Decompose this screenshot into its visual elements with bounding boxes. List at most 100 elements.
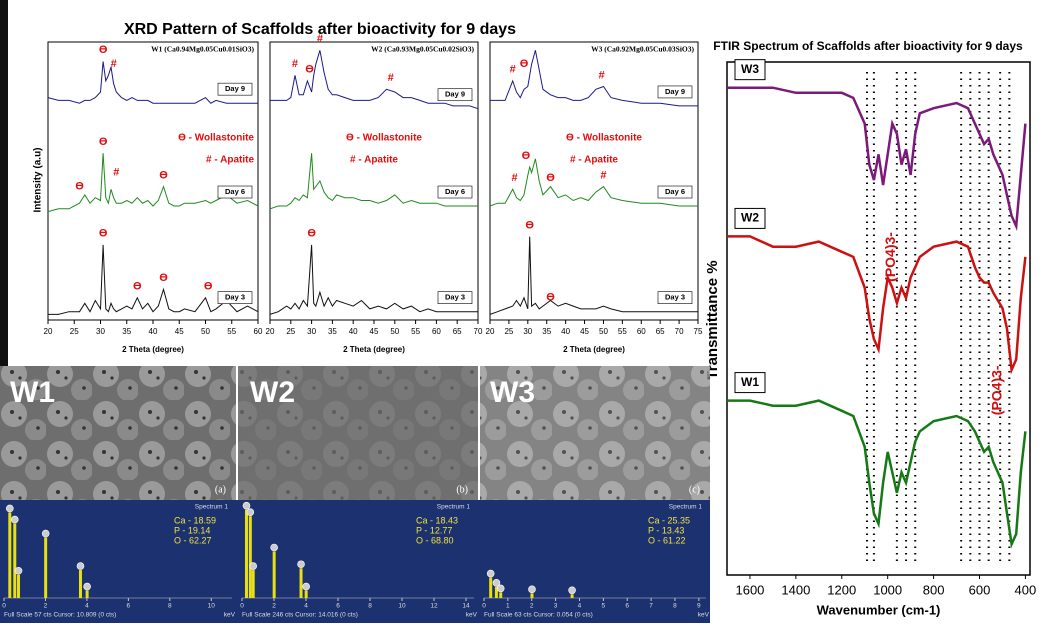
peak-marker [270,543,278,552]
x-tick-label: 55 [411,327,420,336]
x-tick-label: 70 [474,327,483,336]
composition: O - 61.22 [648,535,686,545]
ftir-title: FTIR Spectrum of Scaffolds after bioacti… [713,39,1023,53]
peak-marker: # [512,172,518,184]
spectrum-peak [499,592,503,598]
series-label: W3 [741,62,759,76]
x-tick-label: 3 [554,603,558,610]
peak-marker: # [113,167,119,179]
peak-marker: ϴ [307,228,316,240]
x-tick-label: 45 [580,327,589,336]
peak-marker: ϴ [99,228,108,240]
spectrum-label: Spectrum 1 [669,504,703,511]
spectrum-peak [78,570,82,598]
spectrum-peak [494,586,498,598]
spectrum-peak [13,523,17,598]
spectrum-peak [299,568,303,598]
x-tick-label: 2 [272,603,276,610]
series-line [727,399,1027,549]
series-line [269,153,478,210]
peak-marker: ϴ [99,44,108,56]
peak-marker: ϴ [75,180,84,192]
x-tick-label: 65 [656,327,665,336]
sem-image [0,366,236,500]
peak-marker [10,515,19,524]
x-tick-label: 0 [240,603,244,610]
series-label: Day 6 [225,187,245,196]
x-tick-label: 70 [675,327,684,336]
x-axis-label: 2 Theta (degree) [563,345,625,354]
x-tick-label: 4 [578,603,582,610]
peak-marker [76,562,85,570]
x-tick-label: 1600 [735,582,764,597]
x-tick-label: 30 [523,327,532,336]
peak-marker: ϴ [546,292,555,304]
composition: Ca - 18.43 [416,515,458,525]
x-tick-label: 2 [44,603,48,610]
x-tick-label: 45 [370,327,379,336]
panel-label: W1 (Ca0.94Mg0.05Cu0.01SiO3) [151,45,254,54]
peak-marker [41,529,50,538]
ftir-y-label: Transmittance % [704,260,721,379]
series-line [489,236,698,315]
series-line [270,50,479,110]
spectrum-peak [272,551,276,598]
peak-marker [249,562,257,570]
peak-marker: ϴ [159,169,168,181]
eds-footer: Full Scale 246 cts Cursor: 14.016 (0 cts… [242,612,358,619]
composition: P - 13.43 [648,525,684,535]
peak-marker [302,582,310,591]
peak-marker: ϴ [159,272,168,284]
x-tick-label: 1200 [827,582,856,597]
x-tick-label: 8 [168,603,172,610]
x-tick-label: 8 [673,603,677,610]
sem-image [480,366,710,500]
series-label: Day 3 [445,293,465,302]
x-axis-label: Wavenumber (cm-1) [817,602,941,617]
spectrum-peak [248,516,252,598]
x-tick-label: 800 [923,582,945,597]
eds-footer: Full Scale 57 cts Cursor: 10.809 (0 cts) [4,612,116,619]
x-unit: keV [466,612,478,619]
x-tick-label: 6 [336,603,340,610]
composition: P - 19.14 [174,525,210,535]
xrd-y-label: Intensity (a.u) [33,147,44,212]
x-tick-label: 1400 [781,582,810,597]
x-tick-label: 9 [697,603,701,610]
series-label: Day 6 [445,187,465,196]
x-axis-label: 2 Theta (degree) [122,345,184,354]
sem-caption: (c) [689,484,700,495]
x-tick-label: 40 [149,327,158,336]
series-line [269,244,478,315]
x-tick-label: 10 [398,603,406,610]
series-label-box [734,372,766,394]
peak-marker [297,560,305,569]
spectrum-peak [85,590,89,598]
series-label: Day 9 [225,84,245,93]
peak-marker [83,582,91,591]
spectrum-peak [44,537,48,598]
peak-marker: # [111,58,117,70]
x-tick-label: 20 [486,327,495,336]
peak-marker [486,569,495,578]
series-label: Day 9 [445,90,465,99]
xrd-title: XRD Pattern of Scaffolds after bioactivi… [124,21,516,38]
peak-marker: # [292,58,298,70]
x-tick-label: 60 [254,327,263,336]
x-tick-label: 12 [430,603,438,610]
series-line [727,235,1027,375]
eds-footer: Full Scale 63 cts Cursor: 0.054 (0 cts) [484,612,593,619]
series-label-box [657,291,693,304]
x-tick-label: 35 [542,327,551,336]
peak-marker: # [317,33,323,45]
plot-frame [726,61,1031,576]
legend-entry: ϴ - Wollastonite [178,133,254,144]
series-line [727,86,1027,232]
composition: O - 62.27 [174,535,212,545]
peak-marker: ϴ [204,281,213,293]
x-tick-label: 55 [618,327,627,336]
panel-label: W2 (Ca0.93Mg0.05Cu0.02SiO3) [371,45,474,54]
annotation: (PO4)3- [882,232,898,282]
